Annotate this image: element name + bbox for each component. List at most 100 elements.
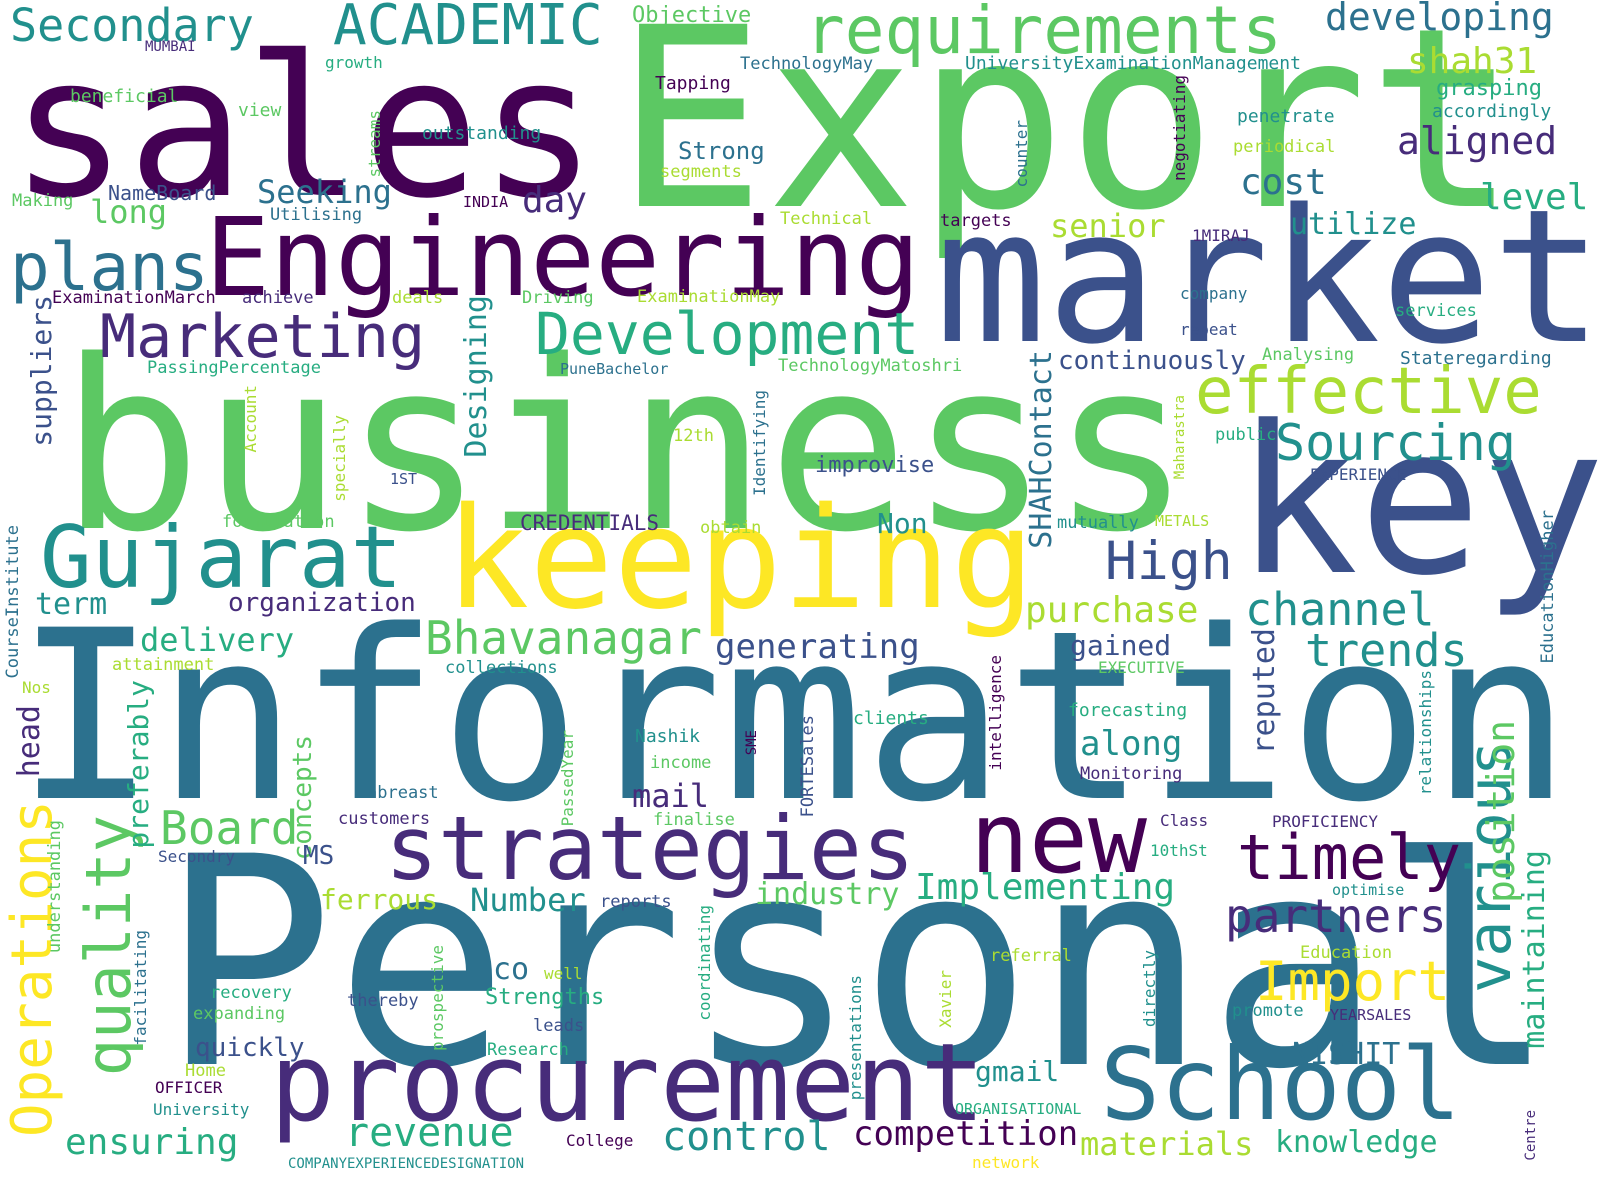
word: Import (1255, 950, 1451, 1013)
word: negotiating (1170, 75, 1189, 181)
word: Class (1160, 811, 1209, 830)
word: Objective (632, 3, 752, 28)
word: generating (715, 627, 920, 667)
word: ferrous (320, 883, 439, 916)
word: procurement (270, 1021, 986, 1146)
word: PuneBachelor (560, 360, 669, 378)
word: continuously (1058, 346, 1246, 376)
word: materials (1080, 1125, 1254, 1163)
word: Making (12, 191, 74, 211)
word: ensuring (65, 1122, 239, 1163)
word: leads (533, 1016, 585, 1036)
word: mutually (1057, 513, 1139, 533)
word: attainment (112, 655, 215, 675)
word: keeping (445, 478, 1036, 641)
word: long (90, 193, 168, 231)
word: reputed (1247, 628, 1282, 755)
word: expanding (193, 1004, 286, 1024)
word: NISHIT (1292, 1037, 1401, 1072)
word: EXECUTIVE (1098, 658, 1185, 677)
word: University (153, 1100, 250, 1119)
word: Development (535, 300, 920, 368)
word: understanding (45, 820, 65, 954)
word: organization (228, 588, 416, 618)
word: forecasting (1068, 700, 1188, 721)
word: Xavier (936, 970, 955, 1028)
word: requirements (805, 0, 1282, 69)
word: Centre (1523, 1110, 1539, 1161)
word: Designing (459, 295, 494, 458)
word: strategies (385, 797, 915, 900)
word: facilitating (131, 930, 150, 1046)
word: Education (1300, 943, 1393, 963)
word: NameBoard (108, 181, 217, 205)
word: maintaining (1517, 850, 1552, 1049)
word: counter (1012, 120, 1031, 188)
word: income (650, 753, 712, 773)
word: intelligence (986, 655, 1005, 771)
word: Marketing (100, 302, 426, 372)
word: view (238, 100, 282, 121)
word: term (35, 587, 108, 622)
word: CourseInstitute (3, 525, 23, 679)
word: MS (303, 841, 335, 871)
word: company (1180, 284, 1248, 303)
word: ACADEMIC (333, 0, 603, 58)
word: INDIA (463, 193, 509, 211)
word: ExaminationMarch (52, 288, 216, 308)
word: co (493, 952, 530, 987)
word: targets (940, 211, 1012, 231)
word: head (12, 705, 47, 778)
word: accordingly (1432, 101, 1552, 122)
word: 12th (673, 426, 714, 446)
word: PassedYear (558, 730, 577, 827)
word: Utilising (270, 205, 363, 225)
word: Stateregarding (1400, 348, 1552, 369)
word: FORTESales (798, 715, 818, 818)
word: Number (470, 881, 586, 919)
word: EXPERIENCE (1310, 465, 1407, 484)
word: Identifying (750, 390, 769, 496)
word: customers (338, 809, 431, 829)
word: optimise (1332, 881, 1405, 899)
word: deals (392, 288, 444, 308)
word: thereby (347, 991, 419, 1011)
word: competition (853, 1114, 1079, 1154)
word: preferably (122, 680, 155, 849)
word: High (1105, 531, 1233, 592)
word: OFFICER (155, 1078, 223, 1097)
word: grasping (1436, 76, 1542, 101)
word: plans (10, 229, 209, 306)
word: 1MIRAJ (1192, 226, 1250, 245)
word: clients (853, 708, 929, 729)
word: cost (1240, 162, 1327, 203)
word: effective (1195, 355, 1542, 429)
word: periodical (1233, 137, 1336, 157)
word: CREDENTIALS (520, 511, 660, 535)
word: aligned (1397, 119, 1558, 163)
word: suppliers (25, 295, 58, 447)
word: Strengths (485, 985, 605, 1010)
word: Research (487, 1040, 569, 1060)
word: control (662, 1114, 831, 1160)
word: achieve (242, 288, 314, 308)
word: 10thSt (1150, 841, 1208, 860)
word: Information (15, 581, 1572, 854)
word: collections (445, 658, 558, 678)
word: School (1100, 1026, 1462, 1143)
word: Driving (522, 288, 594, 308)
word: PROFICIENCY (1272, 812, 1378, 831)
word: Technical (780, 209, 873, 229)
word: Home (185, 1061, 226, 1081)
word: mail (632, 777, 710, 815)
word: directly (1140, 950, 1159, 1028)
word: Personal (160, 796, 1557, 1133)
word: Secondary (10, 0, 254, 52)
word: streams (365, 110, 384, 178)
word: presentations (846, 975, 865, 1101)
word: abreast (367, 783, 439, 803)
word: Export (615, 0, 1519, 265)
word: EducationHigher (1538, 510, 1558, 664)
word: UniversityExaminationManagement (965, 53, 1301, 74)
